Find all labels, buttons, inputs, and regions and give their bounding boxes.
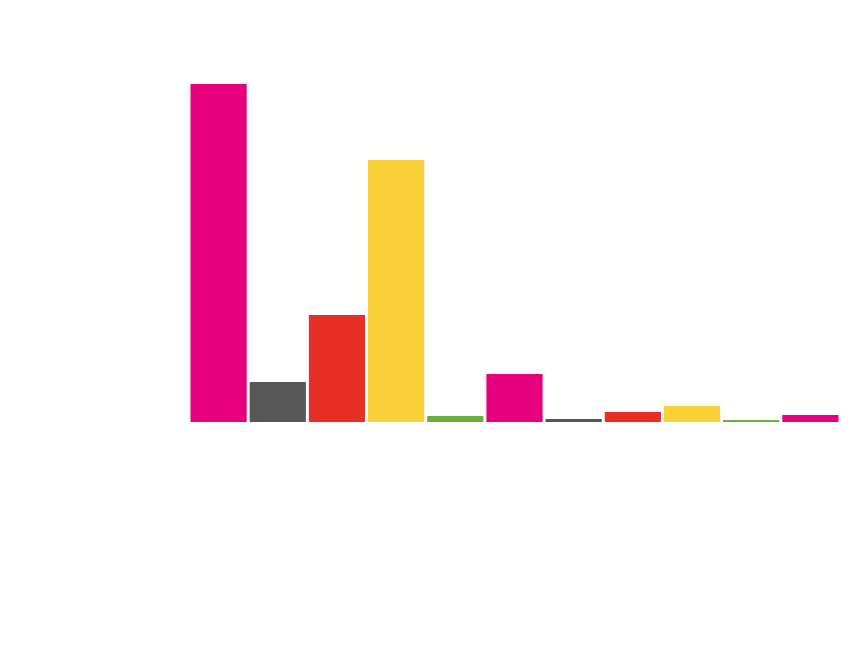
bar bbox=[308, 315, 366, 422]
bar bbox=[723, 420, 780, 422]
bar bbox=[249, 382, 306, 422]
bar bbox=[663, 406, 721, 422]
bar bbox=[368, 160, 425, 422]
bar bbox=[427, 416, 484, 422]
bar bbox=[782, 415, 839, 422]
bar bbox=[486, 374, 543, 422]
bar bbox=[604, 412, 661, 422]
bar bbox=[545, 419, 602, 422]
bar bbox=[190, 84, 247, 422]
